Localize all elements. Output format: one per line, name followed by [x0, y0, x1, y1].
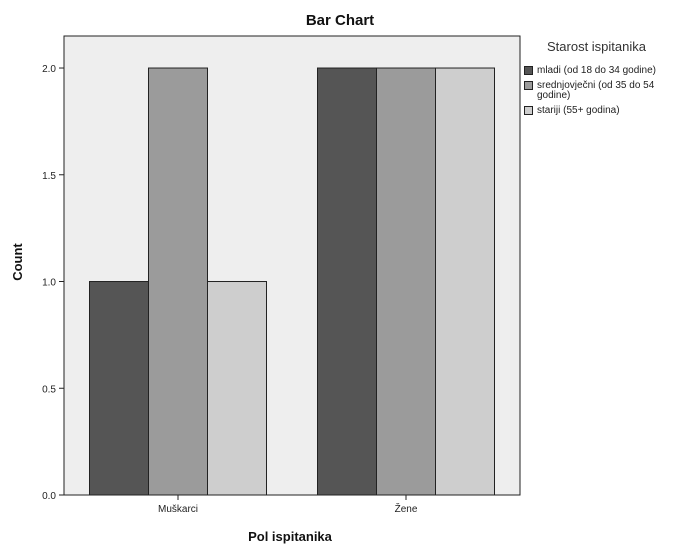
- legend-label: mladi (od 18 do 34 godine): [537, 65, 656, 76]
- bar: [435, 67, 495, 496]
- legend-label: srednjovječni (od 35 do 54 godine): [537, 80, 655, 101]
- y-axis-label: Count: [10, 243, 25, 281]
- x-axis: Muškarci Žene: [158, 495, 418, 515]
- legend-swatch: [524, 81, 533, 90]
- legend-title: Starost ispitanika: [547, 39, 646, 54]
- y-tick-label: 1.5: [42, 171, 56, 182]
- legend-item: mladi (od 18 do 34 godine): [524, 66, 684, 76]
- y-tick-label: 1.0: [42, 278, 56, 289]
- y-axis: 0.0 0.5 1.0 1.5 2.0: [42, 64, 64, 502]
- chart-title: Bar Chart: [306, 12, 374, 29]
- x-tick-label: Žene: [395, 502, 418, 515]
- legend-swatch: [524, 66, 533, 75]
- y-tick-label: 0.5: [42, 384, 56, 395]
- bar: [89, 281, 149, 496]
- x-axis-label: Pol ispitanika: [248, 529, 333, 544]
- bar: [207, 281, 267, 496]
- y-tick-label: 0.0: [42, 491, 56, 502]
- x-tick-label: Muškarci: [158, 504, 198, 515]
- bar: [148, 67, 208, 496]
- bar: [376, 67, 436, 496]
- legend-swatch: [524, 106, 533, 115]
- legend: mladi (od 18 do 34 godine) srednjovječni …: [524, 66, 684, 121]
- bars: [89, 67, 495, 496]
- y-tick-label: 2.0: [42, 64, 56, 75]
- legend-item: stariji (55+ godina): [524, 106, 684, 116]
- bar: [317, 67, 377, 496]
- legend-label: stariji (55+ godina): [537, 105, 620, 116]
- legend-item: srednjovječni (od 35 do 54 godine): [524, 81, 684, 101]
